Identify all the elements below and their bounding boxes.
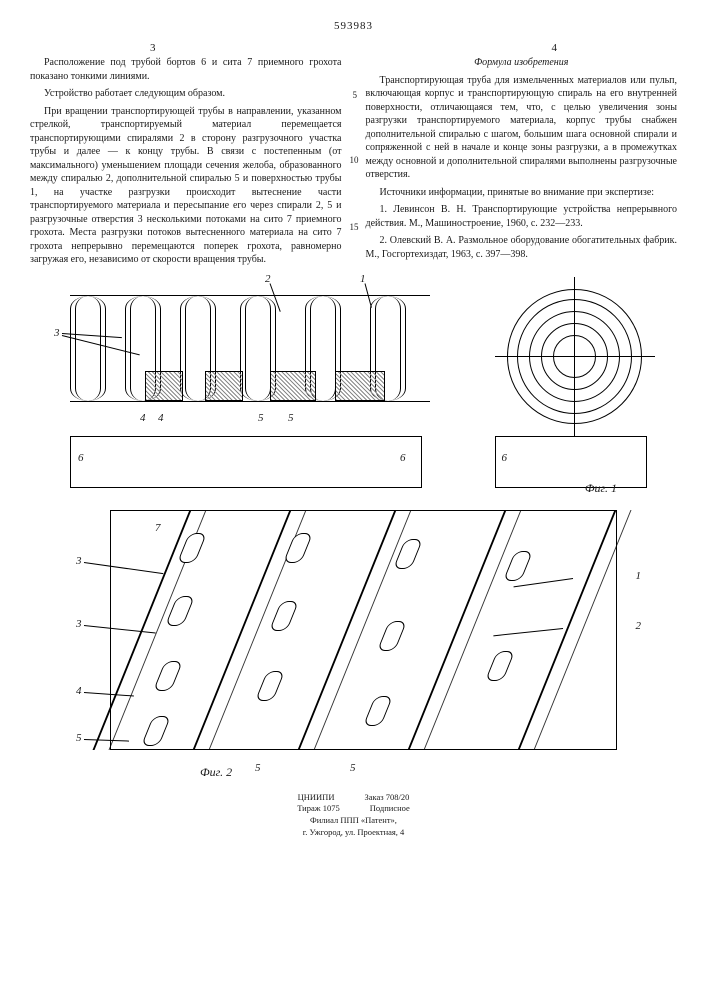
- callout-2: 2: [636, 620, 642, 632]
- callout-5: 5: [258, 412, 264, 424]
- figure-1: 3 2 1 4 4 5 5 6 6 6 Фиг. 1: [30, 277, 677, 492]
- tube-body: [70, 295, 430, 402]
- slot: [377, 621, 407, 651]
- callout-3: 3: [76, 618, 82, 630]
- hatch-fill: [145, 371, 183, 401]
- page-numbers-row: 3 4: [30, 42, 677, 54]
- footer-podpisnoe: Подписное: [370, 803, 410, 815]
- fig1-label: Фиг. 1: [585, 481, 617, 496]
- slot: [363, 696, 393, 726]
- claims-heading: Формула изобретения: [366, 56, 678, 70]
- slot: [255, 671, 285, 701]
- line-number-10: 10: [350, 154, 359, 166]
- fig1-side-view: [60, 285, 430, 425]
- callout-6: 6: [400, 452, 406, 464]
- slot: [485, 651, 515, 681]
- page-right: 4: [552, 42, 558, 54]
- callout-5: 5: [350, 762, 356, 774]
- right-p1: Транспортирующая труба для измельченных …: [366, 74, 678, 182]
- left-column: Расположение под трубой бортов 6 и сита …: [30, 56, 342, 271]
- slot: [503, 551, 533, 581]
- callout-6: 6: [78, 452, 84, 464]
- footer-org: ЦНИИПИ: [298, 792, 335, 804]
- right-column: 5 10 15 Формула изобретения Транспортиру…: [366, 56, 678, 271]
- footer-tirazh: Тираж 1075: [297, 803, 340, 815]
- callout-5: 5: [76, 732, 82, 744]
- centerline-v: [574, 277, 575, 437]
- callout-7: 7: [155, 522, 161, 534]
- fig1-end-view: [507, 289, 642, 424]
- callout-5: 5: [255, 762, 261, 774]
- callout-4: 4: [76, 685, 82, 697]
- footer-address: г. Ужгород, ул. Проектная, 4: [30, 827, 677, 839]
- fig2-label: Фиг. 2: [200, 765, 232, 780]
- callout-3: 3: [54, 327, 60, 339]
- left-p2: Устройство работает следующим образом.: [30, 87, 342, 101]
- two-column-text: Расположение под трубой бортов 6 и сита …: [30, 56, 677, 271]
- source-2: 2. Олевский В. А. Размольное оборудовани…: [366, 234, 678, 261]
- left-p1: Расположение под трубой бортов 6 и сита …: [30, 56, 342, 83]
- doc-number: 593983: [30, 20, 677, 32]
- callout-6: 6: [502, 452, 508, 464]
- callout-4: 4: [140, 412, 146, 424]
- footer: ЦНИИПИ Заказ 708/20 Тираж 1075 Подписное…: [30, 792, 677, 840]
- hatch-fill: [270, 371, 316, 401]
- sources-intro: Источники информации, принятые во вниман…: [366, 186, 678, 200]
- hatch-fill: [205, 371, 243, 401]
- slot: [153, 661, 183, 691]
- hatch-fill: [335, 371, 385, 401]
- centerline-h: [495, 356, 655, 357]
- line-number-5: 5: [353, 89, 358, 101]
- slot: [141, 716, 171, 746]
- callout-5: 5: [288, 412, 294, 424]
- base-block-left: [70, 436, 422, 488]
- callout-3: 3: [76, 555, 82, 567]
- slot: [177, 533, 207, 563]
- base-block-right: [495, 436, 647, 488]
- line-number-15: 15: [350, 221, 359, 233]
- slot: [269, 601, 299, 631]
- slot: [283, 533, 313, 563]
- footer-order: Заказ 708/20: [364, 792, 409, 804]
- source-1: 1. Левинсон В. Н. Транспортирующие устро…: [366, 203, 678, 230]
- spiral-rib: [70, 296, 106, 401]
- diag-line: [518, 510, 616, 750]
- callout-1: 1: [636, 570, 642, 582]
- footer-branch: Филиал ППП «Патент»,: [30, 815, 677, 827]
- callout-4: 4: [158, 412, 164, 424]
- left-p3: При вращении транспортирующей трубы в на…: [30, 105, 342, 267]
- figure-2: 3 3 4 5 7 1 2 5 5 Фиг. 2: [30, 500, 677, 780]
- diag-line: [424, 510, 522, 750]
- diag-line: [93, 510, 191, 750]
- page-left: 3: [150, 42, 156, 54]
- diag-line: [408, 510, 506, 750]
